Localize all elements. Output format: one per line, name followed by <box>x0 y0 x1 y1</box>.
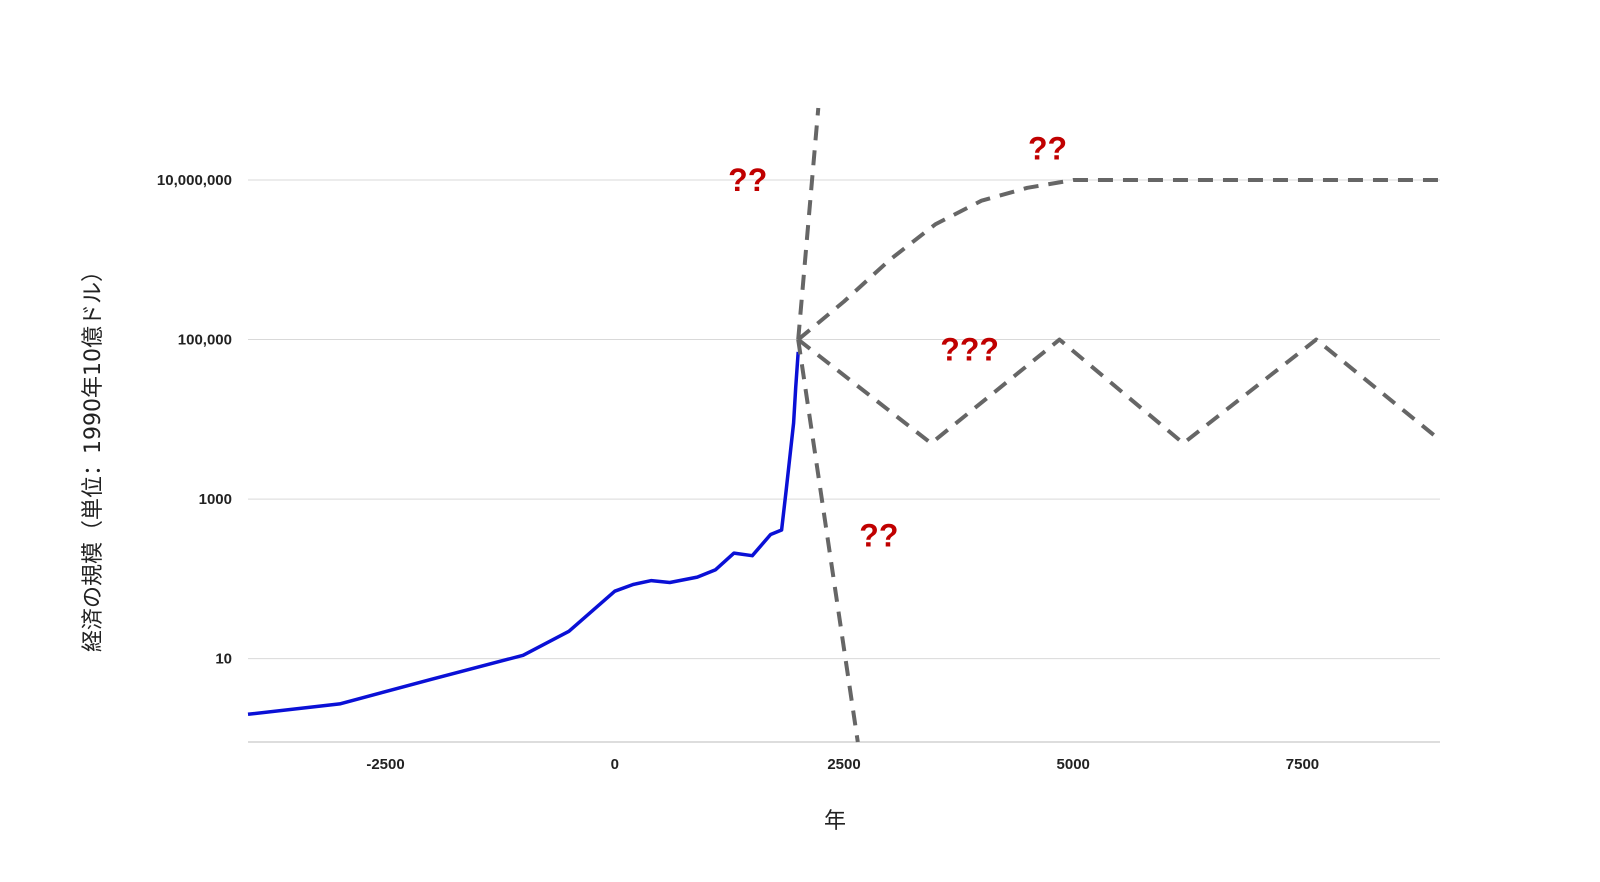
series-group <box>247 107 1442 743</box>
series-line-0 <box>247 351 800 717</box>
y-tick-label: 100,000 <box>178 332 232 349</box>
x-tick-label: 7500 <box>1286 756 1319 773</box>
y-tick-label: 10 <box>215 651 232 668</box>
x-tick-label: 0 <box>611 756 619 773</box>
annotations: ????????? <box>728 130 1067 553</box>
series-line-3 <box>796 337 1442 446</box>
x-tick-label: 2500 <box>827 756 860 773</box>
annotation-question-marks: ?? <box>1028 130 1067 166</box>
x-axis-title: 年 <box>824 809 846 834</box>
annotation-question-marks: ?? <box>859 517 898 553</box>
series-line-4 <box>796 339 860 743</box>
grid-lines <box>248 179 1440 660</box>
y-tick-label: 1000 <box>199 491 232 508</box>
series-line-1 <box>796 107 821 340</box>
y-tick-label: 10,000,000 <box>157 172 232 189</box>
y-tick-labels: 10 1000 100,000 10,000,000 <box>157 172 232 668</box>
series-line-2 <box>796 178 1440 342</box>
y-axis-title: 経済の規模（単位：1990年10億ドル） <box>81 260 106 652</box>
x-tick-label: -2500 <box>366 756 404 773</box>
x-tick-label: 5000 <box>1057 756 1090 773</box>
x-tick-labels: -2500 0 2500 5000 7500 <box>366 756 1319 773</box>
annotation-question-marks: ??? <box>940 332 999 368</box>
annotation-question-marks: ?? <box>728 162 767 198</box>
